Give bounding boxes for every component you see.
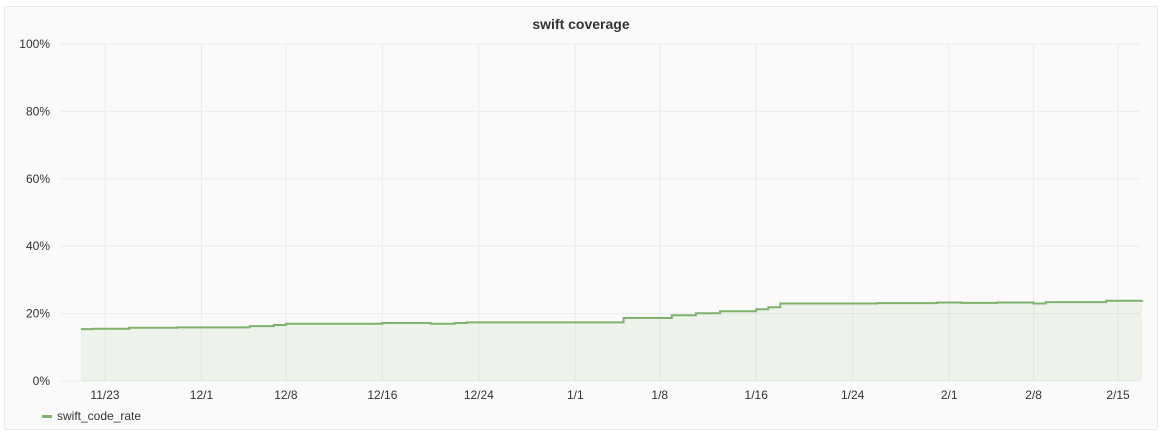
x-tick-label-0: 11/23 [90,388,119,402]
legend-swatch[interactable] [42,414,52,418]
x-tick-label-9: 2/1 [941,388,958,402]
x-tick-label-1: 12/1 [190,388,214,402]
y-tick-label-100: 100% [19,37,50,51]
series-area-0 [80,300,1143,381]
x-tick-label-6: 1/8 [651,388,668,402]
chart-panel: swift coverage [4,6,1158,430]
legend-label-swift-code-rate[interactable]: swift_code_rate [57,409,142,423]
y-tick-label-40: 40% [26,239,50,253]
x-tick-label-4: 12/24 [464,388,494,402]
y-tick-label-80: 80% [26,104,50,118]
panel-title[interactable]: swift coverage [532,16,630,32]
y-tick-label-60: 60% [26,172,50,186]
y-tick-label-0: 0% [33,374,51,388]
x-tick-label-2: 12/8 [274,388,298,402]
x-tick-label-5: 1/1 [567,388,584,402]
y-tick-label-20: 20% [26,307,50,321]
legend: swift_code_rate [42,409,141,423]
x-tick-label-8: 1/24 [841,388,865,402]
x-tick-label-7: 1/16 [745,388,769,402]
x-tick-label-10: 2/8 [1025,388,1042,402]
series-line-swift_code_rate [80,299,1144,331]
x-tick-label-3: 12/16 [367,388,397,402]
x-tick-label-11: 2/15 [1106,388,1130,402]
